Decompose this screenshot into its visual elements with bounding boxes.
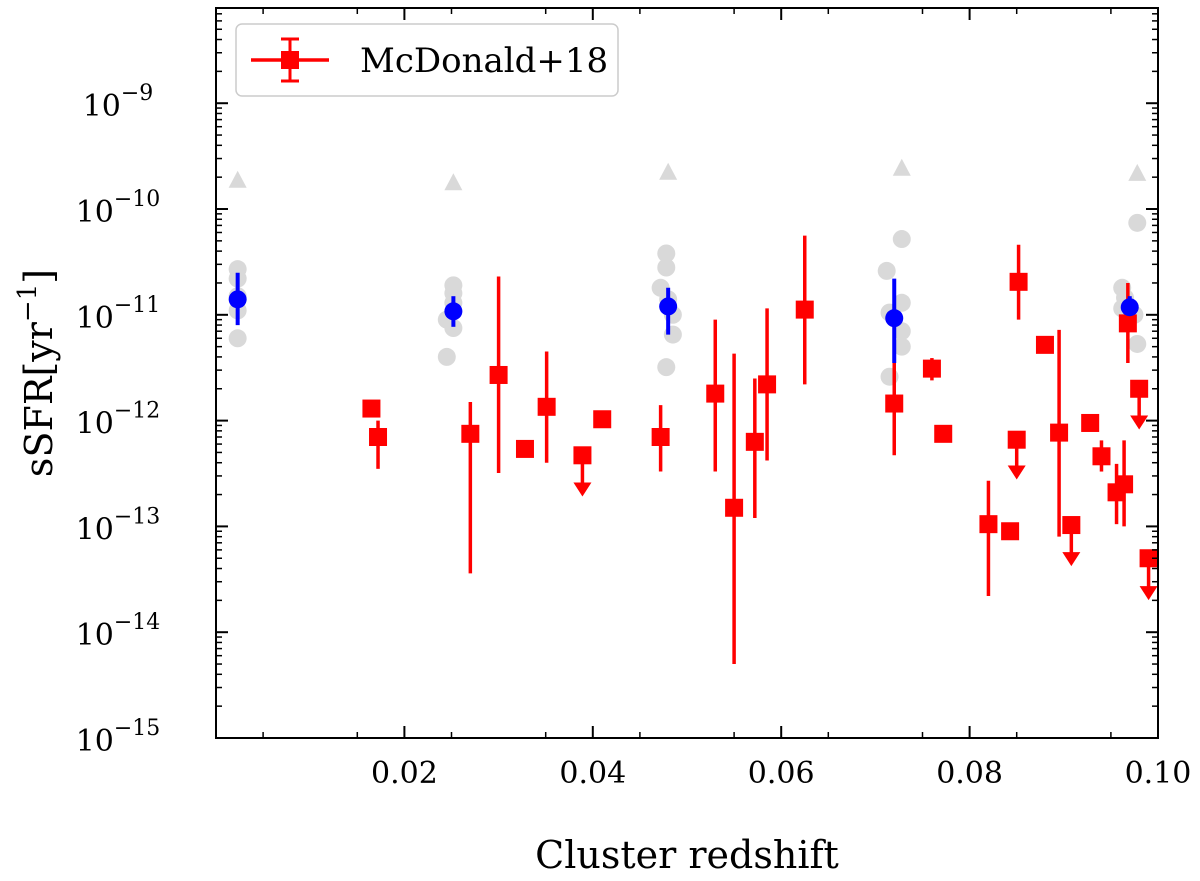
data-point xyxy=(1118,314,1137,333)
data-point xyxy=(489,365,508,384)
y-tick-label: 10−13 xyxy=(76,504,161,547)
y-axis-title-exponent: −1 xyxy=(13,284,43,322)
data-point xyxy=(1007,430,1026,449)
data-point xyxy=(1092,447,1111,466)
y-tick-label: 10−12 xyxy=(76,399,161,442)
data-point xyxy=(885,394,904,413)
data-point xyxy=(593,410,612,429)
data-point xyxy=(934,424,953,443)
data-point xyxy=(515,439,534,458)
gray-points-layer xyxy=(228,158,1147,386)
gray-point xyxy=(228,329,247,348)
median-point xyxy=(659,297,678,316)
upper-limit-arrow xyxy=(1139,586,1158,601)
data-point xyxy=(537,397,556,416)
data-point xyxy=(369,427,388,446)
data-point xyxy=(1139,549,1158,568)
y-axis-title-main: sSFR xyxy=(17,375,61,477)
gray-point xyxy=(657,358,676,377)
x-tick-label: 0.06 xyxy=(748,756,815,791)
median-point xyxy=(228,290,247,309)
gray-point xyxy=(892,337,911,356)
median-point xyxy=(444,302,463,321)
data-point xyxy=(745,432,764,451)
y-axis-title: sSFR[yr−1] xyxy=(13,269,61,477)
data-point xyxy=(461,424,480,443)
y-tick-label: 10−11 xyxy=(76,293,161,336)
y-axis-title-close: ] xyxy=(17,269,61,284)
data-point xyxy=(573,446,592,465)
upper-limit-arrow xyxy=(1007,465,1026,480)
median-point xyxy=(885,309,904,328)
gray-triangle-point xyxy=(892,158,911,176)
data-point xyxy=(1062,516,1081,535)
axis-ticks: 0.02 0.04 0.06 0.08 0.10 10−15 10−14 10−13 10−12… xyxy=(76,8,1192,791)
data-point xyxy=(1035,335,1054,354)
data-point xyxy=(1050,423,1069,442)
data-point xyxy=(1081,413,1100,432)
gray-triangle-point xyxy=(444,173,463,191)
gray-point xyxy=(892,322,911,341)
data-point xyxy=(725,498,744,517)
gray-point xyxy=(892,230,911,249)
gray-point xyxy=(657,258,676,277)
upper-limit-arrow xyxy=(1062,552,1081,567)
legend: McDonald+18 xyxy=(235,23,619,97)
legend-marker xyxy=(251,37,329,83)
x-tick-label: 0.02 xyxy=(371,756,438,791)
data-point xyxy=(651,427,670,446)
y-tick-label: 10−9 xyxy=(83,81,154,124)
data-point xyxy=(922,359,941,378)
gray-triangle-point xyxy=(1128,163,1147,181)
legend-label: McDonald+18 xyxy=(360,41,608,81)
median-point xyxy=(1120,298,1139,317)
upper-limit-arrow xyxy=(573,482,592,497)
gray-point xyxy=(877,261,896,280)
data-point xyxy=(362,399,381,418)
x-tick-label: 0.04 xyxy=(559,756,626,791)
y-axis-title-units: [yr xyxy=(17,321,61,376)
gray-point xyxy=(437,347,456,366)
y-tick-label: 10−15 xyxy=(76,716,161,759)
error-bars-layer xyxy=(235,235,1158,665)
gray-point xyxy=(892,293,911,312)
gray-point xyxy=(444,319,463,338)
x-tick-label: 0.08 xyxy=(936,756,1003,791)
data-point xyxy=(1115,475,1134,494)
upper-limit-arrow xyxy=(1130,415,1149,430)
data-point xyxy=(1001,522,1020,541)
data-point xyxy=(979,515,998,534)
y-tick-label: 10−10 xyxy=(76,187,161,230)
gray-triangle-point xyxy=(228,170,247,188)
gray-point xyxy=(1128,213,1147,232)
data-point xyxy=(1130,379,1149,398)
gray-point xyxy=(1128,334,1147,353)
data-point xyxy=(758,375,777,394)
gray-triangle-point xyxy=(659,162,678,180)
data-point xyxy=(706,384,725,403)
plot-frame xyxy=(215,7,1159,739)
x-axis-title: Cluster redshift xyxy=(535,833,839,877)
x-tick-label: 0.10 xyxy=(1125,756,1192,791)
legend-square xyxy=(281,51,299,69)
legend-box xyxy=(235,23,619,97)
gray-point xyxy=(657,244,676,263)
data-point xyxy=(1009,272,1028,291)
data-point xyxy=(795,300,814,319)
y-tick-label: 10−14 xyxy=(76,610,161,653)
markers-layer xyxy=(228,272,1158,568)
